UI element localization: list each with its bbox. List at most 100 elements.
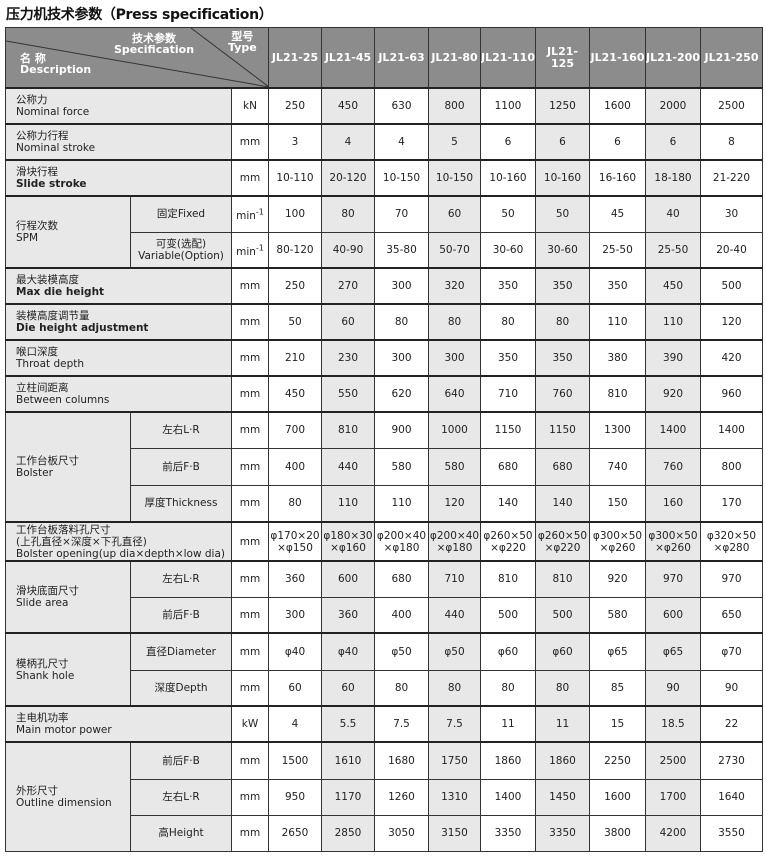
value-cell: 2730 bbox=[700, 741, 763, 780]
table-row: 模柄孔尺寸 Shank hole 直径Diameter mm φ40 φ40 φ50 φ50 φ… bbox=[5, 632, 763, 707]
value-cell: 2500 bbox=[700, 87, 763, 125]
name-en: Description bbox=[20, 63, 92, 76]
value-cell: φ170×20 ×φ150 bbox=[268, 521, 322, 562]
value-cell: 2250 bbox=[589, 741, 646, 780]
unit-cell: mm bbox=[231, 632, 269, 671]
value-cell: φ60 bbox=[535, 632, 590, 671]
value-cell: 25-50 bbox=[589, 231, 646, 269]
unit-cell: mm bbox=[231, 521, 269, 562]
value-cell: 60 bbox=[321, 669, 375, 707]
value-cell: 10-160 bbox=[480, 159, 536, 197]
table-row: 喉口深度 Throat depth mm 210 230 300 300 350 350 380 3… bbox=[5, 339, 763, 377]
value-cell: φ40 bbox=[321, 632, 375, 671]
value-cell: 500 bbox=[480, 596, 536, 634]
label-cn: 工作台板尺寸 bbox=[16, 455, 79, 467]
label-cn: 工作台板落料孔尺寸 (上孔直径×深度×下孔直径) bbox=[16, 523, 147, 548]
table-row: 工作台板尺寸 Bolster 左右L·R mm 700 810 900 1000 1150 115… bbox=[5, 411, 763, 523]
value-cell: 140 bbox=[480, 484, 536, 523]
label-en: Max die height bbox=[16, 286, 105, 298]
value-cell: 2000 bbox=[645, 87, 701, 125]
value-cell: 1600 bbox=[589, 778, 646, 816]
value-cell: 1450 bbox=[535, 778, 590, 816]
value-cell: φ65 bbox=[589, 632, 646, 671]
model-header: JL21-63 bbox=[374, 27, 429, 89]
row-label: 行程次数 SPM bbox=[5, 195, 131, 269]
value-cell: 350 bbox=[535, 339, 590, 377]
value-cell: 680 bbox=[480, 447, 536, 486]
value-cell: 80 bbox=[535, 303, 590, 341]
value-cell: 710 bbox=[428, 560, 481, 598]
unit-cell: kW bbox=[231, 705, 269, 743]
value-cell: 10-160 bbox=[535, 159, 590, 197]
sub-label: 左右L·R bbox=[130, 778, 232, 816]
sub-label: 直径Diameter bbox=[130, 632, 232, 671]
unit-text: min-1 bbox=[236, 243, 264, 258]
value-cell: φ40 bbox=[268, 632, 322, 671]
value-cell: 300 bbox=[268, 596, 322, 634]
value-cell: 40-90 bbox=[321, 231, 375, 269]
value-cell: 50 bbox=[480, 195, 536, 233]
value-cell: φ180×30 ×φ160 bbox=[321, 521, 375, 562]
value-cell: 1860 bbox=[535, 741, 590, 780]
value-cell: 6 bbox=[645, 123, 701, 161]
value-cell: 380 bbox=[589, 339, 646, 377]
value-cell: 550 bbox=[321, 375, 375, 413]
table-row: 外形尺寸 Outline dimension 前后F·B mm 1500 1610 1680… bbox=[5, 741, 763, 852]
value-cell: 1640 bbox=[700, 778, 763, 816]
row-label: 工作台板落料孔尺寸 (上孔直径×深度×下孔直径) Bolster opening(… bbox=[5, 521, 232, 562]
unit-cell: mm bbox=[231, 741, 269, 780]
row-label: 装模高度调节量 Die height adjustment bbox=[5, 303, 232, 341]
value-cell: 3 bbox=[268, 123, 322, 161]
value-cell: 920 bbox=[645, 375, 701, 413]
value-cell: 450 bbox=[268, 375, 322, 413]
label-cn: 模柄孔尺寸 bbox=[16, 657, 69, 670]
value-cell: φ70 bbox=[700, 632, 763, 671]
sub-label: 固定Fixed bbox=[130, 195, 232, 233]
value-cell: 1680 bbox=[374, 741, 429, 780]
value-cell: 800 bbox=[700, 447, 763, 486]
value-cell: 300 bbox=[374, 339, 429, 377]
value-cell: 300 bbox=[428, 339, 481, 377]
table-row: 行程次数 SPM 固定Fixed min-1 100 80 70 60 50 50 45 40 30 bbox=[5, 195, 763, 269]
unit-cell: mm bbox=[231, 303, 269, 341]
row-label: 外形尺寸 Outline dimension bbox=[5, 741, 131, 852]
value-cell: 580 bbox=[374, 447, 429, 486]
table-row: 高Height mm 2650 2850 3050 3150 3350 3350 3800 420… bbox=[6, 814, 763, 852]
sub-label: 左右L·R bbox=[130, 411, 232, 449]
value-cell: 400 bbox=[374, 596, 429, 634]
value-cell: 960 bbox=[700, 375, 763, 413]
value-cell: 230 bbox=[321, 339, 375, 377]
label-cn: 外形尺寸 bbox=[16, 784, 58, 797]
row-label: 喉口深度 Throat depth bbox=[5, 339, 232, 377]
unit-cell: min-1 bbox=[231, 195, 269, 233]
value-cell: 7.5 bbox=[428, 705, 481, 743]
value-cell: φ200×40 ×φ180 bbox=[428, 521, 481, 562]
label-cn: 滑块底面尺寸 bbox=[16, 585, 79, 597]
label-cn: 喉口深度 bbox=[16, 346, 58, 358]
value-cell: 4200 bbox=[645, 814, 701, 852]
row-label: 最大装模高度 Max die height bbox=[5, 267, 232, 305]
name-cn: 名 称 bbox=[20, 52, 46, 65]
value-cell: 760 bbox=[535, 375, 590, 413]
model-header: JL21-110 bbox=[480, 27, 536, 89]
value-cell: 1500 bbox=[268, 741, 322, 780]
model-header: JL21-80 bbox=[428, 27, 481, 89]
value-cell: 760 bbox=[645, 447, 701, 486]
value-cell: 80-120 bbox=[268, 231, 322, 269]
value-cell: 60 bbox=[268, 669, 322, 707]
value-cell: 6 bbox=[535, 123, 590, 161]
value-cell: 500 bbox=[535, 596, 590, 634]
unit-cell: mm bbox=[231, 560, 269, 598]
value-cell: φ50 bbox=[374, 632, 429, 671]
value-cell: 60 bbox=[321, 303, 375, 341]
value-cell: 360 bbox=[268, 560, 322, 598]
value-cell: 120 bbox=[428, 484, 481, 523]
value-cell: 90 bbox=[700, 669, 763, 707]
unit-cell: mm bbox=[231, 484, 269, 523]
value-cell: 630 bbox=[374, 87, 429, 125]
value-cell: 80 bbox=[480, 669, 536, 707]
value-cell: 350 bbox=[480, 267, 536, 305]
value-cell: 680 bbox=[535, 447, 590, 486]
value-cell: φ65 bbox=[645, 632, 701, 671]
value-cell: 16-160 bbox=[589, 159, 646, 197]
